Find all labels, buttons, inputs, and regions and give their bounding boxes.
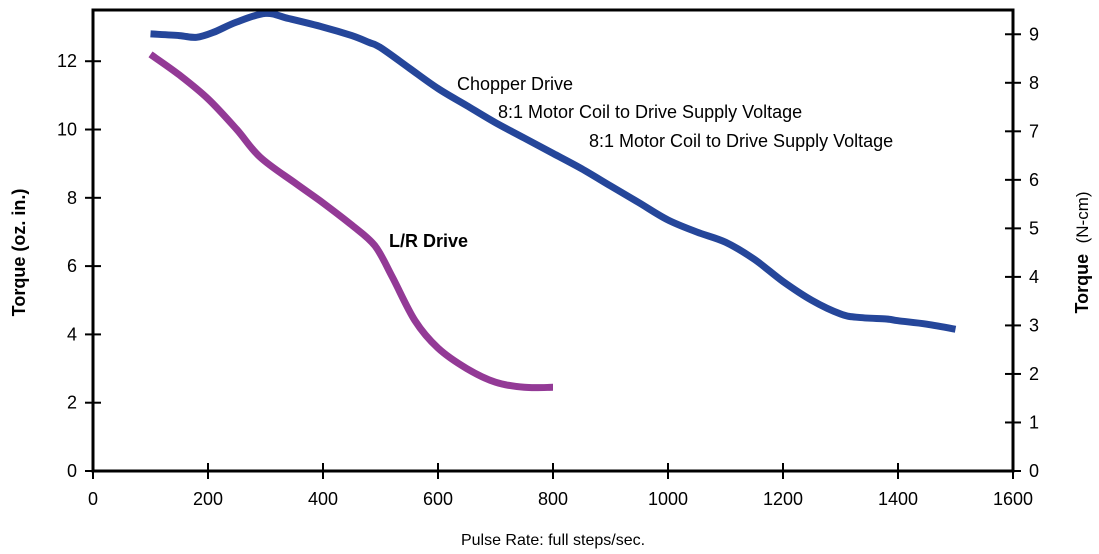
y-tick-label: 4 (67, 324, 77, 344)
y2-tick-label: 4 (1029, 267, 1039, 287)
chopper-drive-label: Chopper Drive (457, 74, 573, 94)
y-tick-label: 2 (67, 393, 77, 413)
y2-tick-label: 5 (1029, 218, 1039, 238)
voltage-ratio-label-1: 8:1 Motor Coil to Drive Supply Voltage (498, 102, 802, 122)
voltage-ratio-label-2: 8:1 Motor Coil to Drive Supply Voltage (589, 131, 893, 151)
x-tick-label: 1400 (878, 489, 918, 509)
y2-tick-label: 2 (1029, 364, 1039, 384)
y2-axis-title-bold: Torque (1072, 254, 1092, 314)
y-tick-label: 10 (57, 120, 77, 140)
y2-tick-label: 9 (1029, 24, 1039, 44)
y2-axis-title-unit: (N-cm) (1073, 191, 1092, 243)
y2-axis-title: Torque (N-cm) (1072, 191, 1092, 313)
plot-area (148, 9, 957, 392)
y-tick-label: 12 (57, 51, 77, 71)
y-axis-title: Torque (oz. in.) (9, 189, 29, 317)
y2-tick-label: 6 (1029, 170, 1039, 190)
y2-tick-label: 0 (1029, 461, 1039, 481)
y2-tick-label: 7 (1029, 121, 1039, 141)
lr-drive-line (148, 51, 554, 392)
annotation-group: Chopper Drive 8:1 Motor Coil to Drive Su… (389, 74, 893, 251)
tick-group: 0 200 400 600 800 1000 1200 1400 160002468101201… (57, 24, 1039, 509)
x-tick-label: 400 (308, 489, 338, 509)
x-tick-label: 1200 (763, 489, 803, 509)
x-tick-label: 200 (193, 489, 223, 509)
x-tick-label: 1000 (648, 489, 688, 509)
x-tick-label: 0 (88, 489, 98, 509)
x-axis-title: Pulse Rate: full steps/sec. (461, 532, 645, 549)
x-tick-label: 600 (423, 489, 453, 509)
y2-tick-label: 3 (1029, 315, 1039, 335)
chopper-drive-line (150, 9, 957, 333)
y2-tick-label: 8 (1029, 73, 1039, 93)
y2-tick-label: 1 (1029, 412, 1039, 432)
x-tick-label: 800 (538, 489, 568, 509)
y-tick-label: 8 (67, 188, 77, 208)
lr-drive-label: L/R Drive (389, 231, 468, 251)
x-tick-label: 1600 (993, 489, 1033, 509)
y-tick-label: 6 (67, 256, 77, 276)
y-tick-label: 0 (67, 461, 77, 481)
